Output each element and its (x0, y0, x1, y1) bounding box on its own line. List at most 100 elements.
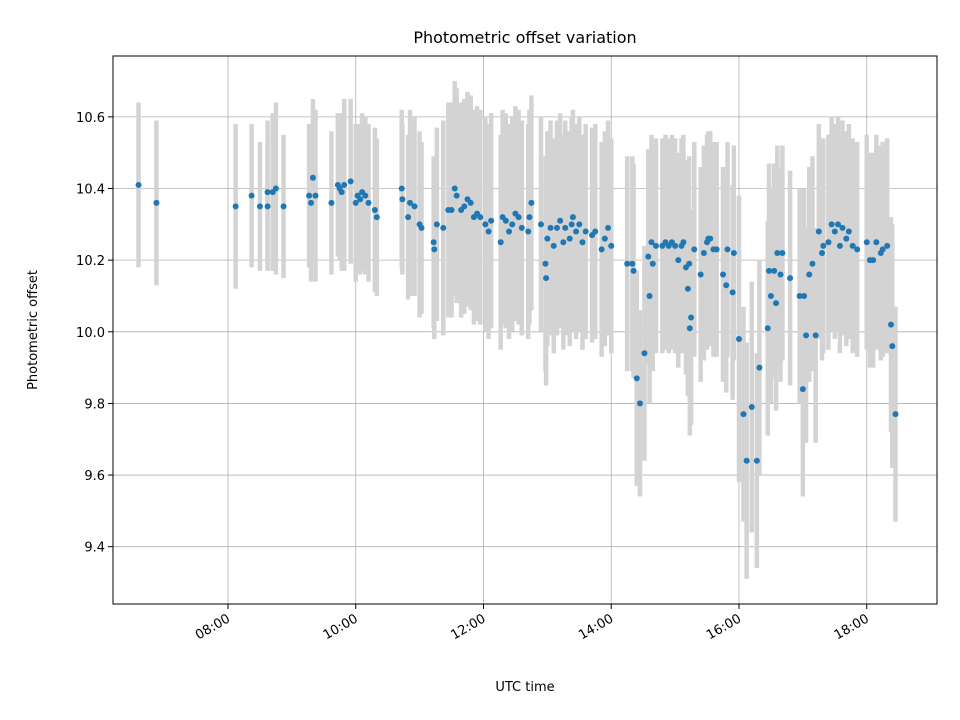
data-point (723, 282, 730, 289)
data-point (691, 246, 698, 253)
data-point (892, 411, 899, 418)
data-point (730, 249, 737, 256)
data-point (845, 228, 852, 235)
data-point (362, 192, 369, 199)
data-point (407, 199, 414, 206)
data-point (544, 235, 551, 242)
data-point (461, 203, 468, 210)
y-tick-label: 9.8 (84, 397, 105, 412)
data-point (451, 185, 458, 192)
plot-frame (112, 55, 938, 605)
data-point (509, 221, 516, 228)
data-point (347, 178, 354, 185)
y-tick-label: 9.4 (84, 541, 105, 556)
data-point (338, 189, 345, 196)
data-point (686, 260, 693, 267)
data-point (605, 224, 612, 231)
data-point (568, 221, 575, 228)
data-point (879, 246, 886, 253)
data-point (542, 260, 549, 267)
data-point (411, 203, 418, 210)
data-point (477, 214, 484, 221)
data-point (566, 235, 573, 242)
data-point (764, 325, 771, 332)
data-points (135, 174, 899, 464)
data-point (352, 199, 359, 206)
data-point (649, 260, 656, 267)
data-point (560, 239, 567, 246)
y-axis-ticks: 9.4 9.6 9.8 10.0 10.2 10.4 10.6 (76, 111, 113, 556)
data-point (398, 185, 405, 192)
data-point (686, 325, 693, 332)
data-point (688, 314, 695, 321)
data-point (803, 332, 810, 339)
data-point (309, 174, 316, 181)
data-point (707, 235, 714, 242)
data-point (562, 224, 569, 231)
data-point (796, 292, 803, 299)
data-point (777, 271, 784, 278)
data-point (834, 221, 841, 228)
data-point (889, 343, 896, 350)
data-point (863, 239, 870, 246)
data-point (756, 364, 763, 371)
data-point (684, 285, 691, 292)
data-point (675, 257, 682, 264)
data-point (306, 192, 313, 199)
data-point (440, 224, 447, 231)
data-point (629, 260, 636, 267)
data-point (843, 235, 850, 242)
data-point (839, 224, 846, 231)
data-point (820, 242, 827, 249)
data-point (771, 267, 778, 274)
data-point (799, 386, 806, 393)
data-point (399, 196, 406, 203)
data-point (779, 249, 786, 256)
data-point (601, 235, 608, 242)
data-point (431, 246, 438, 253)
data-point (836, 242, 843, 249)
data-point (870, 257, 877, 264)
data-point (485, 228, 492, 235)
data-point (724, 246, 731, 253)
data-point (854, 246, 861, 253)
data-point (506, 228, 513, 235)
y-tick-label: 10.0 (76, 326, 105, 341)
data-point (357, 196, 364, 203)
data-point (641, 350, 648, 357)
data-point (787, 275, 794, 282)
data-point (528, 199, 535, 206)
data-point (740, 411, 747, 418)
data-point (819, 249, 826, 256)
data-point (430, 239, 437, 246)
data-point (672, 242, 679, 249)
data-point (608, 242, 615, 249)
data-point (525, 228, 532, 235)
data-point (308, 199, 315, 206)
data-point (828, 221, 835, 228)
data-point (135, 181, 142, 188)
data-point (735, 335, 742, 342)
y-tick-label: 9.6 (84, 469, 105, 484)
data-point (371, 207, 378, 214)
data-point (405, 214, 412, 221)
data-point (873, 239, 880, 246)
data-point (312, 192, 319, 199)
data-point (646, 292, 653, 299)
y-tick-label: 10.2 (76, 254, 105, 269)
data-point (264, 203, 271, 210)
data-point (488, 217, 495, 224)
data-point (884, 242, 891, 249)
data-point (700, 249, 707, 256)
data-point (806, 271, 813, 278)
data-point (418, 224, 425, 231)
data-point (448, 207, 455, 214)
data-point (624, 260, 631, 267)
data-point (579, 239, 586, 246)
data-point (831, 228, 838, 235)
data-point (569, 214, 576, 221)
data-point (550, 242, 557, 249)
data-point (815, 228, 822, 235)
data-point (888, 321, 895, 328)
